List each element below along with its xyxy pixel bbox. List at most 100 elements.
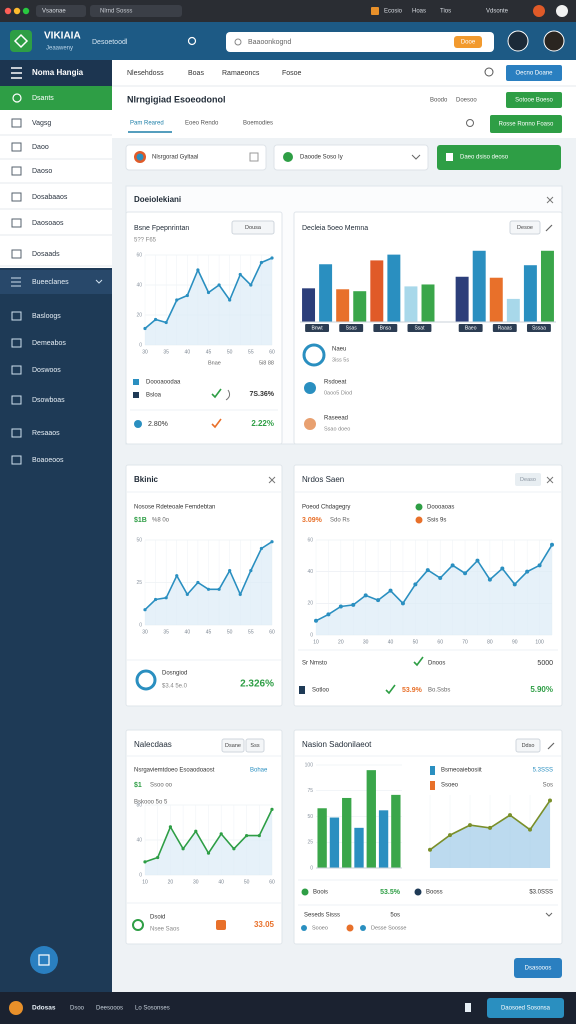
bar — [421, 284, 435, 322]
action-button[interactable] — [506, 92, 562, 108]
browser-link[interactable]: Vdsonte — [486, 9, 509, 15]
point — [143, 608, 147, 612]
header-nav[interactable]: Desoetoodl — [92, 39, 128, 46]
browser-link[interactable]: Hoas — [412, 9, 426, 15]
avatar — [507, 30, 529, 52]
point — [194, 829, 198, 833]
bar — [319, 264, 333, 322]
sidebar-item[interactable]: Daoo — [32, 144, 49, 151]
stat-value: $1 — [134, 782, 142, 789]
sidebar-section-title[interactable]: Bueeclanes — [32, 279, 69, 286]
sidebar-dark — [0, 268, 112, 992]
footer-button[interactable] — [487, 998, 564, 1018]
browser-icon — [371, 7, 379, 15]
button-text: Sotooe Boeso — [515, 98, 553, 104]
card-button[interactable] — [231, 220, 275, 235]
x-tick-label: 40 — [218, 879, 224, 885]
search-badge — [454, 36, 482, 48]
nav-tab[interactable]: Ramaeoncs — [222, 70, 260, 77]
browser-link[interactable]: Tios — [440, 9, 451, 15]
card-button[interactable] — [245, 738, 265, 753]
search-box[interactable] — [226, 32, 494, 52]
footer-value: 5os — [390, 913, 400, 919]
edit-icon — [545, 224, 553, 232]
point — [238, 272, 242, 277]
legend-label: Doooaoodaa — [146, 380, 181, 386]
x-label-chip — [526, 324, 551, 332]
x-label-chip — [407, 324, 432, 332]
top-button[interactable] — [506, 65, 562, 81]
footer-link[interactable]: Deesooos — [96, 1006, 123, 1012]
card-button[interactable] — [515, 738, 541, 753]
x-tick-label: 40 — [185, 349, 191, 355]
page-tab[interactable]: Boemodies — [243, 121, 273, 127]
card-button[interactable] — [509, 220, 541, 235]
nav-tab[interactable]: Fosoe — [282, 70, 302, 77]
point — [249, 283, 253, 287]
filter[interactable] — [125, 144, 267, 171]
address-bar — [90, 5, 182, 17]
sidebar-item[interactable]: Dsowboas — [32, 397, 65, 404]
x-tick-label: 45 — [206, 629, 212, 635]
y-tick-label: 0 — [310, 632, 313, 638]
caption: 5i8 88 — [259, 360, 274, 366]
footer-link[interactable]: Dsoo — [70, 1006, 85, 1012]
area — [145, 258, 272, 345]
x-tick-label: 30 — [193, 879, 199, 885]
filter[interactable] — [273, 144, 429, 171]
sidebar-button[interactable] — [30, 946, 58, 974]
legend-title: Rsdoeat — [324, 380, 347, 386]
row-icon — [301, 888, 309, 896]
sidebar-item[interactable]: Daosoaos — [32, 220, 64, 227]
sidebar-item[interactable]: Daoso — [32, 168, 52, 175]
sidebar-item[interactable]: Resaaos — [32, 430, 60, 437]
point — [413, 582, 418, 587]
search-placeholder: Baaoonkognd — [248, 39, 291, 46]
sidebar-item[interactable]: Doswoos — [32, 367, 61, 374]
edit-icon — [547, 742, 555, 750]
sidebar-item[interactable]: Demeabos — [32, 340, 66, 347]
nav-tab[interactable]: Nlesehdoss — [127, 70, 164, 77]
bar — [404, 286, 418, 322]
bar — [391, 794, 401, 868]
legend-icon — [304, 418, 316, 430]
highlight: Bohae — [250, 768, 268, 774]
item-icon — [11, 249, 22, 259]
point — [156, 855, 160, 860]
chevron — [411, 154, 421, 160]
y-tick-label: 0 — [139, 622, 142, 628]
nav-tab[interactable]: Boas — [188, 70, 204, 77]
sidebar-active-item[interactable] — [0, 86, 112, 110]
bar — [370, 260, 384, 322]
point — [153, 317, 158, 322]
point — [528, 827, 532, 832]
browser-link[interactable]: Ecosio — [384, 9, 403, 15]
action-button[interactable] — [490, 115, 562, 133]
sidebar-item[interactable]: Vagsg — [32, 120, 51, 127]
point — [181, 847, 185, 851]
sidebar-item[interactable]: Dosaads — [32, 251, 60, 258]
page-tab[interactable]: Eoeo Rendo — [185, 121, 219, 127]
legend-icon — [302, 343, 326, 367]
filter[interactable] — [437, 145, 561, 170]
card-button[interactable] — [221, 738, 245, 753]
point — [270, 807, 274, 811]
check-icon — [413, 656, 424, 667]
point — [217, 587, 221, 591]
page-tab[interactable]: Pam Reared — [130, 121, 164, 127]
row-value: $3.0SSS — [529, 890, 553, 896]
item-icon — [11, 142, 22, 152]
point — [143, 860, 147, 864]
point — [537, 563, 542, 568]
sidebar-item[interactable]: Dosabaaos — [32, 194, 68, 201]
sidebar-item[interactable]: Basloogs — [32, 313, 61, 320]
legend-label: Doooaoas — [427, 505, 454, 511]
address-text: Nlrnd Sosss — [100, 9, 132, 15]
legend-title: Raseead — [324, 416, 348, 422]
browser-tab — [36, 5, 86, 17]
footer-link[interactable]: Lo Sosonses — [135, 1006, 170, 1012]
sidebar-item[interactable]: Boaoeoos — [32, 457, 64, 464]
area — [430, 800, 550, 868]
y-tick-label: 0 — [139, 872, 142, 878]
bottom-button[interactable] — [514, 958, 562, 978]
